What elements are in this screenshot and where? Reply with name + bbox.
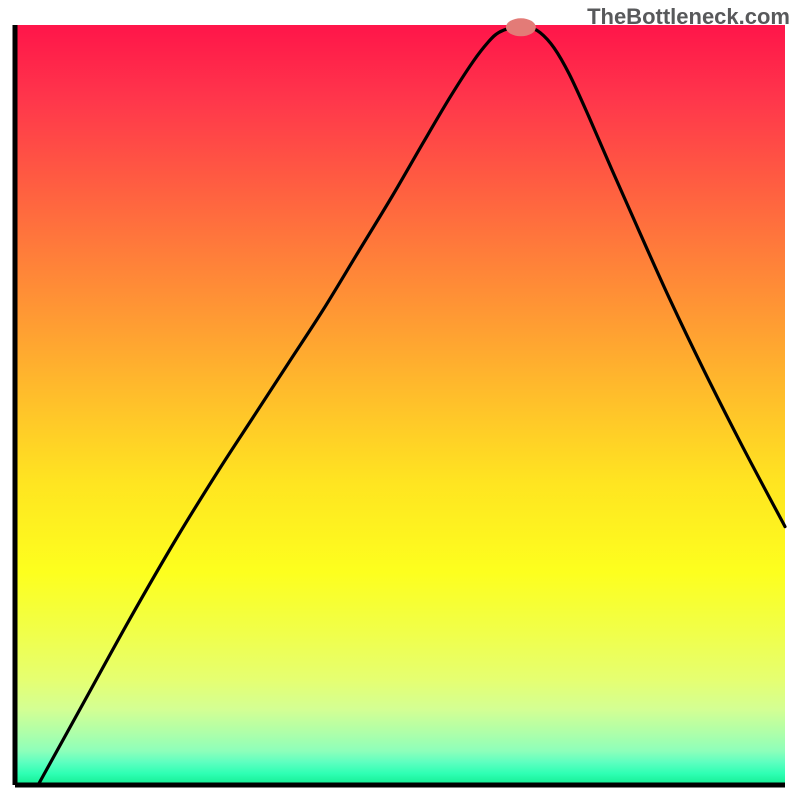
chart-container: TheBottleneck.com <box>0 0 800 800</box>
optimal-marker <box>506 18 536 36</box>
bottleneck-chart <box>0 0 800 800</box>
plot-background <box>15 25 785 785</box>
watermark: TheBottleneck.com <box>587 4 790 30</box>
